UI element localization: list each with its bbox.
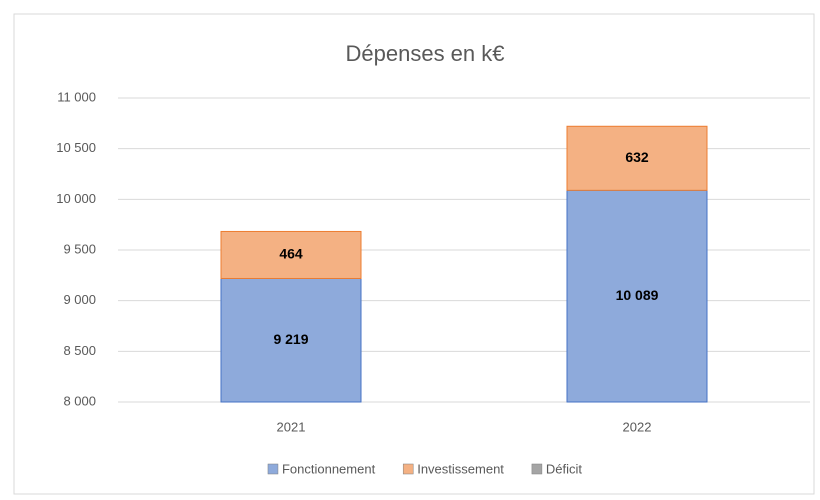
- bar-segment: [566, 189, 708, 403]
- chart-title: Dépenses en k€: [346, 41, 505, 66]
- x-tick-label: 2021: [277, 419, 306, 434]
- x-tick-label: 2022: [623, 419, 652, 434]
- legend-label: Fonctionnement: [282, 461, 376, 476]
- legend-swatch: [531, 463, 543, 475]
- bar-segment: [566, 125, 708, 191]
- y-tick-label: 10 000: [56, 191, 96, 206]
- y-tick-label: 9 000: [63, 292, 96, 307]
- y-tick-label: 8 000: [63, 393, 96, 408]
- legend-swatch: [402, 463, 414, 475]
- legend-label: Investissement: [417, 461, 504, 476]
- legend-swatch: [267, 463, 279, 475]
- y-tick-label: 11 000: [57, 89, 96, 104]
- data-label: 9 219: [273, 331, 308, 347]
- data-label: 464: [279, 246, 303, 262]
- y-tick-label: 8 500: [63, 343, 96, 358]
- bar-segment: [220, 230, 362, 279]
- legend-label: Déficit: [546, 461, 583, 476]
- bar-segment: [220, 277, 362, 403]
- y-tick-label: 10 500: [56, 140, 96, 155]
- data-label: 632: [625, 149, 649, 165]
- y-tick-label: 9 500: [63, 241, 96, 256]
- data-label: 10 089: [616, 287, 659, 303]
